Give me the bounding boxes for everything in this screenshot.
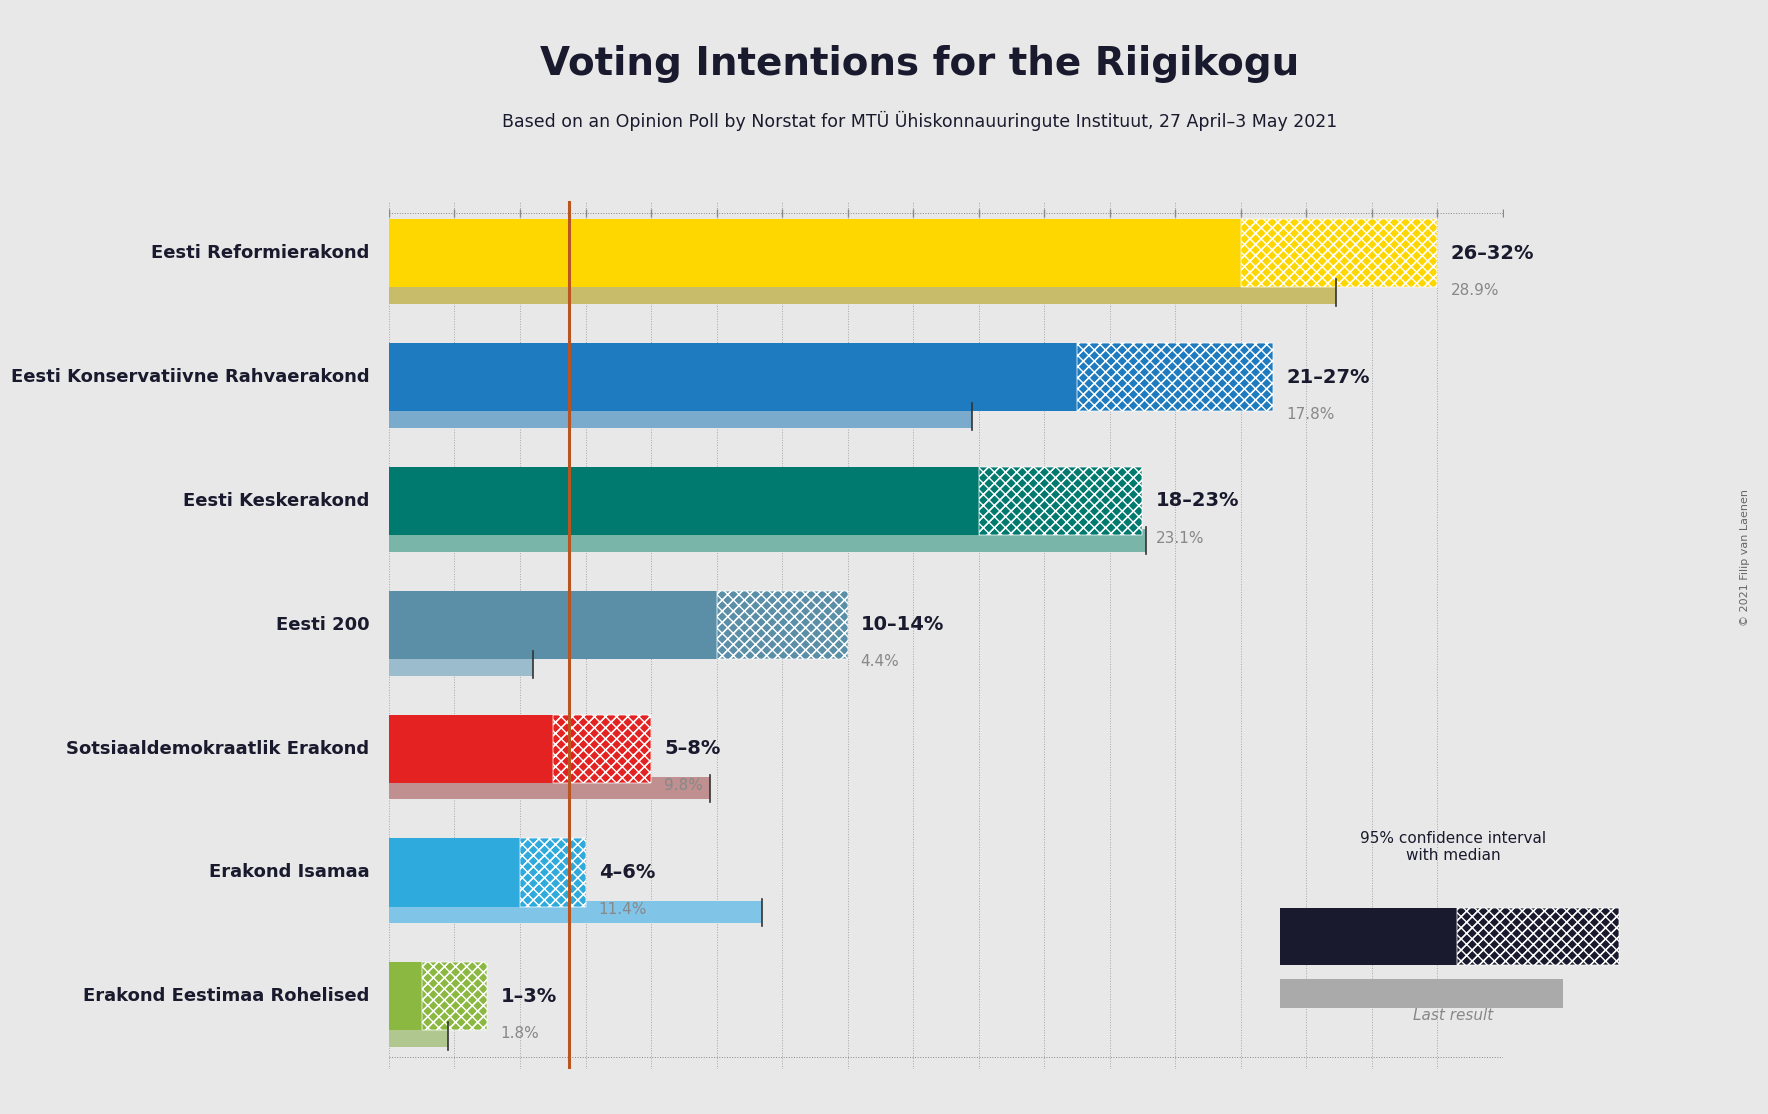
Text: 4–6%: 4–6% bbox=[599, 863, 654, 882]
Bar bbox=[1077, 343, 1273, 411]
Text: Sotsiaaldemokraatlik Erakond: Sotsiaaldemokraatlik Erakond bbox=[65, 740, 370, 758]
Bar bbox=[553, 714, 651, 783]
Bar bbox=[389, 653, 534, 675]
Bar bbox=[423, 962, 488, 1030]
Bar bbox=[716, 590, 847, 658]
Bar bbox=[389, 282, 1337, 304]
Bar bbox=[553, 714, 651, 783]
Text: Last result: Last result bbox=[1413, 1008, 1494, 1023]
Bar bbox=[1457, 908, 1619, 965]
Text: 26–32%: 26–32% bbox=[1450, 244, 1535, 263]
Text: 4.4%: 4.4% bbox=[861, 654, 900, 670]
Bar bbox=[389, 219, 1241, 287]
Text: 9.8%: 9.8% bbox=[665, 779, 704, 793]
Text: 5–8%: 5–8% bbox=[665, 739, 721, 759]
Bar bbox=[979, 467, 1142, 535]
Bar bbox=[520, 839, 585, 907]
Bar bbox=[1241, 219, 1437, 287]
Text: Eesti Keskerakond: Eesti Keskerakond bbox=[182, 492, 370, 510]
Text: 1.8%: 1.8% bbox=[500, 1026, 539, 1040]
Bar bbox=[423, 962, 488, 1030]
Text: 18–23%: 18–23% bbox=[1156, 491, 1239, 510]
Text: © 2021 Filip van Laenen: © 2021 Filip van Laenen bbox=[1740, 489, 1750, 625]
Text: 23.1%: 23.1% bbox=[1156, 530, 1204, 546]
Text: Erakond Isamaa: Erakond Isamaa bbox=[209, 863, 370, 881]
Bar bbox=[389, 778, 711, 800]
Bar bbox=[1280, 979, 1563, 1008]
Text: Erakond Eestimaa Rohelised: Erakond Eestimaa Rohelised bbox=[83, 987, 370, 1005]
Bar bbox=[389, 714, 553, 783]
Bar bbox=[979, 467, 1142, 535]
Text: Eesti Reformierakond: Eesti Reformierakond bbox=[150, 244, 370, 262]
Bar bbox=[389, 962, 423, 1030]
Bar bbox=[389, 467, 979, 535]
Bar bbox=[389, 901, 762, 924]
Text: 1–3%: 1–3% bbox=[500, 987, 557, 1006]
Text: 11.4%: 11.4% bbox=[599, 902, 647, 917]
Bar bbox=[389, 343, 1077, 411]
Text: 21–27%: 21–27% bbox=[1287, 368, 1370, 387]
Bar bbox=[1280, 908, 1457, 965]
Bar bbox=[1241, 219, 1437, 287]
Bar bbox=[1077, 343, 1273, 411]
Bar bbox=[716, 590, 847, 658]
Text: Eesti Konservatiivne Rahvaerakond: Eesti Konservatiivne Rahvaerakond bbox=[11, 368, 370, 387]
Bar bbox=[389, 529, 1146, 551]
Bar bbox=[1457, 908, 1619, 965]
Bar bbox=[389, 1025, 447, 1047]
Text: 95% confidence interval
with median: 95% confidence interval with median bbox=[1360, 831, 1547, 863]
Bar bbox=[389, 839, 520, 907]
Bar bbox=[389, 405, 972, 428]
Bar bbox=[389, 590, 716, 658]
Text: Based on an Opinion Poll by Norstat for MTÜ Ühiskonnauuringute Instituut, 27 Apr: Based on an Opinion Poll by Norstat for … bbox=[502, 111, 1337, 131]
Text: 17.8%: 17.8% bbox=[1287, 407, 1335, 422]
Text: Voting Intentions for the Riigikogu: Voting Intentions for the Riigikogu bbox=[539, 45, 1299, 82]
Text: 28.9%: 28.9% bbox=[1450, 283, 1499, 297]
Text: 10–14%: 10–14% bbox=[861, 615, 944, 634]
Text: Eesti 200: Eesti 200 bbox=[276, 616, 370, 634]
Bar bbox=[520, 839, 585, 907]
